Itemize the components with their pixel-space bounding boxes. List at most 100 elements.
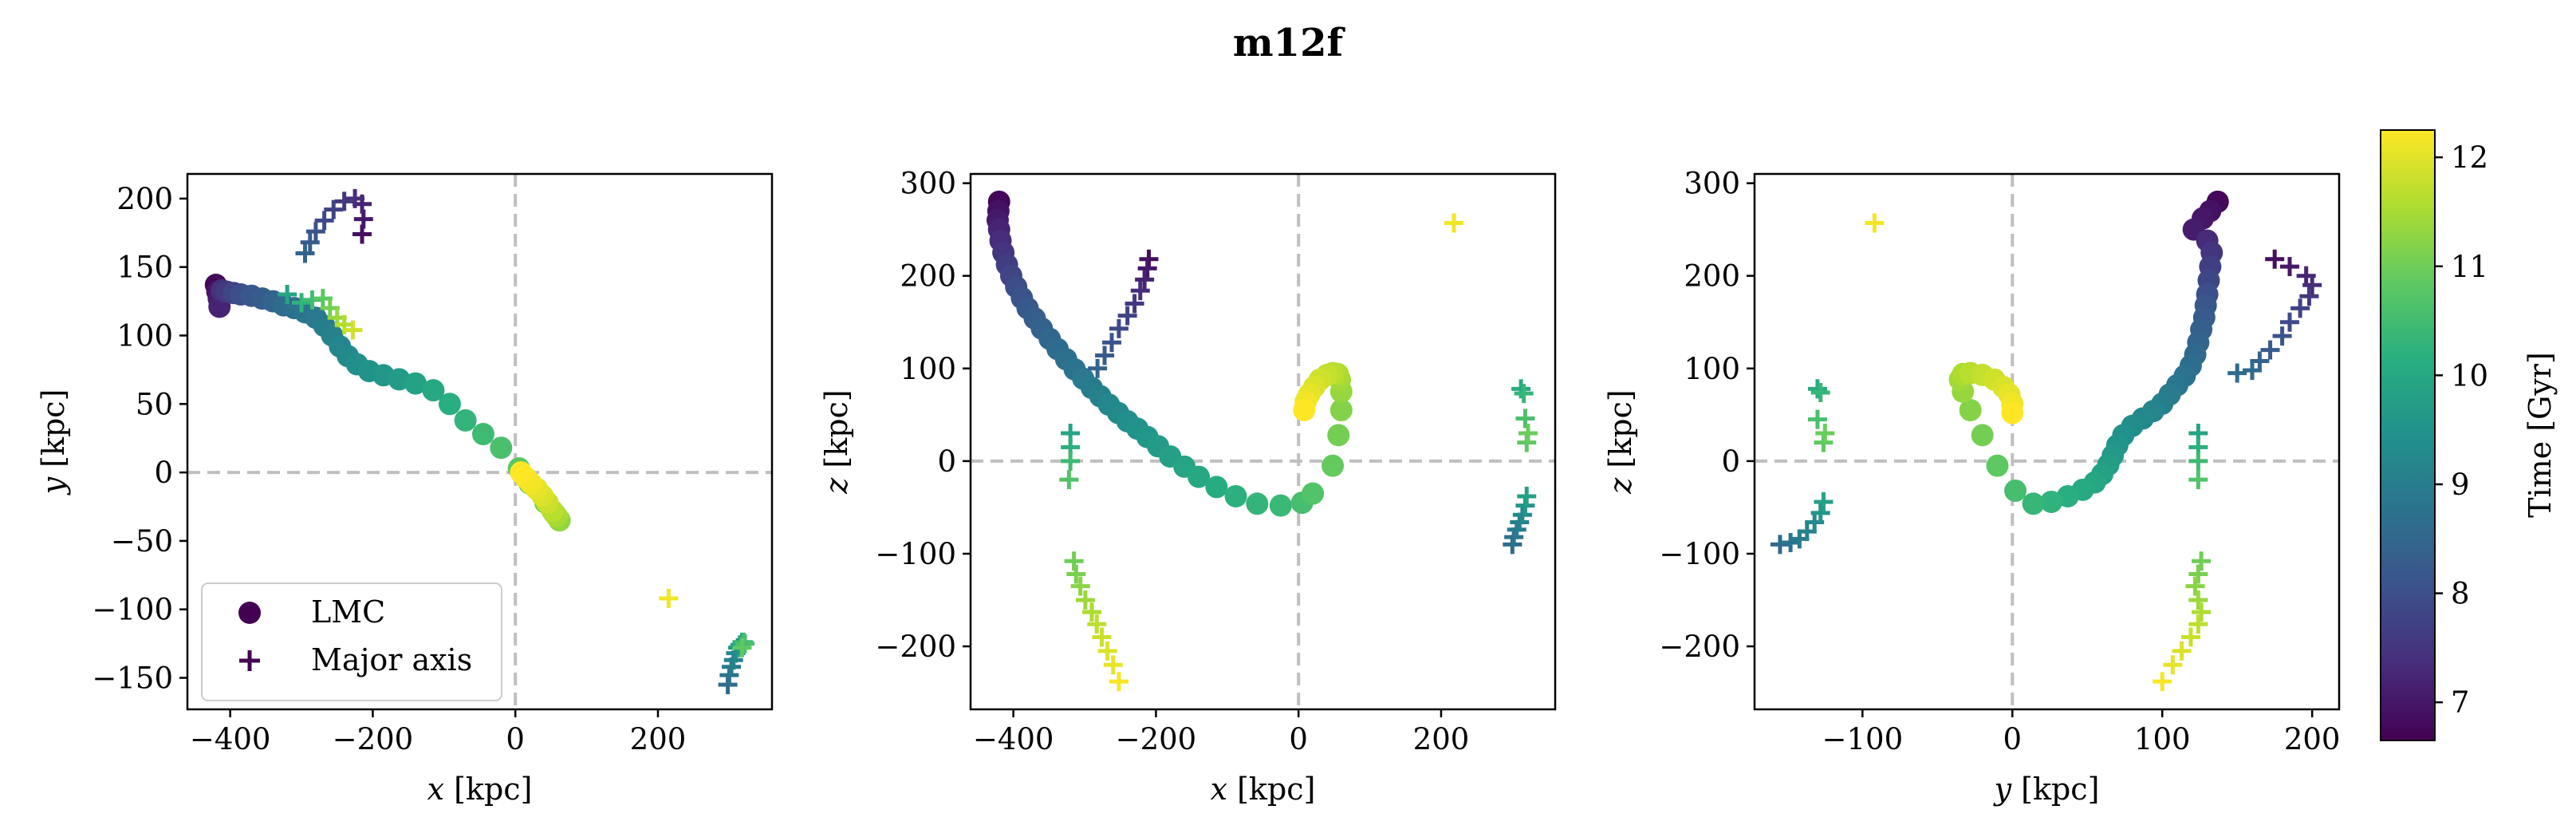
major-axis-point (2260, 340, 2280, 360)
x-axis-label: x [kpc] (1211, 772, 1316, 807)
major-axis-point (1109, 318, 1128, 338)
lmc-point (471, 423, 494, 446)
colorbar-label: Time [Gyr] (2523, 352, 2558, 518)
major-axis-point (1070, 576, 1090, 596)
major-axis-point (1097, 641, 1117, 661)
major-axis-point (1087, 614, 1107, 634)
y-tick-label: −100 (1659, 537, 1740, 571)
major-axis-point (1064, 551, 1084, 571)
major-axis-point (278, 285, 297, 305)
lmc-point (2022, 492, 2045, 515)
major-axis-point (1135, 270, 1155, 290)
major-axis-point (1810, 382, 1830, 402)
lmc-point (438, 393, 461, 416)
major-axis-point (2188, 451, 2208, 471)
x-tick-label: 200 (630, 722, 687, 756)
y-tick-label: 200 (900, 259, 956, 294)
lmc-point (1224, 484, 1247, 507)
major-axis-point (1514, 384, 1534, 404)
major-axis-point (1518, 424, 1538, 444)
major-axis-point (2172, 641, 2192, 661)
major-axis-point (2188, 590, 2208, 610)
colorbar-ticks: 7 8 9 10 11 12 (2435, 140, 2488, 720)
colorbar-gradient (2380, 129, 2436, 741)
x-tick-label: 100 (2134, 722, 2191, 756)
colorbar-tick-label: 11 (2451, 250, 2488, 284)
major-axis-point (2242, 361, 2262, 381)
x-tick-label: 200 (1413, 722, 1470, 756)
major-axis-point (1815, 424, 1835, 444)
x-tick-label: −400 (973, 722, 1054, 756)
lmc-point (2001, 401, 2024, 424)
x-tick-label: −100 (1822, 722, 1904, 756)
y-tick-label: 300 (900, 167, 956, 201)
y-tick-label: 50 (136, 387, 173, 421)
colorbar-tick-label: 7 (2451, 685, 2470, 720)
major-axis-point (1865, 213, 1885, 233)
x-tick-label: −200 (333, 722, 414, 756)
major-axis-series (1770, 213, 2322, 692)
lmc-point (1971, 424, 1994, 447)
major-axis-point (1101, 333, 1121, 353)
major-axis-point (314, 211, 334, 231)
lmc-series (986, 190, 1353, 517)
x-tick-label: 0 (506, 722, 525, 756)
legend-lmc-label: LMC (311, 594, 385, 630)
major-axis-point (2163, 655, 2183, 675)
lmc-point (1329, 399, 1353, 422)
major-axis-point (1117, 306, 1137, 326)
major-axis-point (300, 232, 320, 252)
y-tick-label: −150 (92, 661, 173, 696)
major-axis-point (1781, 533, 1801, 553)
y-tick-label: 100 (116, 319, 173, 353)
major-axis-series (278, 188, 755, 695)
lmc-point (1302, 482, 1325, 505)
y-tick-label: −200 (875, 630, 956, 664)
major-axis-point (1059, 470, 1079, 490)
lmc-point (1188, 465, 1211, 488)
y-axis-label: z [kpc] (1603, 389, 1638, 494)
y-tick-label: 100 (1684, 352, 1740, 386)
major-axis-point (324, 199, 344, 219)
major-axis-point (2153, 672, 2172, 692)
lmc-point (1321, 454, 1345, 477)
y-tick-label: 0 (937, 444, 956, 479)
major-axis-point (1088, 358, 1108, 378)
lmc-point (2040, 490, 2063, 513)
major-axis-point (2180, 627, 2200, 647)
lmc-point (422, 379, 445, 402)
major-axis-point (2188, 564, 2208, 584)
colorbar-tick-label: 12 (2451, 140, 2488, 175)
major-axis-point (1807, 379, 1827, 399)
legend-lmc-marker (238, 602, 261, 624)
axes-frame (969, 172, 1557, 711)
lmc-point (1959, 399, 1982, 422)
y-tick-label: −50 (111, 524, 173, 559)
y-tick-label: 300 (1684, 167, 1740, 201)
major-axis-point (1814, 492, 1834, 511)
major-axis-point (295, 243, 315, 263)
colorbar-tick-label: 10 (2451, 358, 2488, 393)
x-axis-label: x [kpc] (427, 772, 533, 807)
major-axis-point (2192, 602, 2212, 622)
lmc-series (1948, 190, 2229, 515)
x-tick-label: 0 (1289, 722, 1308, 756)
major-axis-point (732, 638, 752, 657)
major-axis-point (1511, 379, 1531, 399)
x-tick-label: 200 (2284, 722, 2341, 756)
major-axis-point (2188, 614, 2208, 634)
major-axis-point (1066, 564, 1086, 584)
legend-major-axis-label: Major axis (311, 642, 472, 677)
major-axis-point (1103, 655, 1123, 675)
major-axis-point (313, 289, 333, 309)
y-tick-label: 200 (1684, 259, 1740, 294)
lmc-point (1327, 424, 1350, 447)
y-axis-label: z [kpc] (819, 389, 854, 494)
legend-major-axis-marker (239, 650, 260, 671)
major-axis-point (1517, 486, 1537, 506)
major-axis-point (343, 320, 363, 340)
major-axis-point (2290, 298, 2310, 318)
y-tick-label: 100 (900, 352, 956, 386)
colorbar: 7 8 9 10 11 12 Time [Gyr] (2380, 129, 2558, 741)
